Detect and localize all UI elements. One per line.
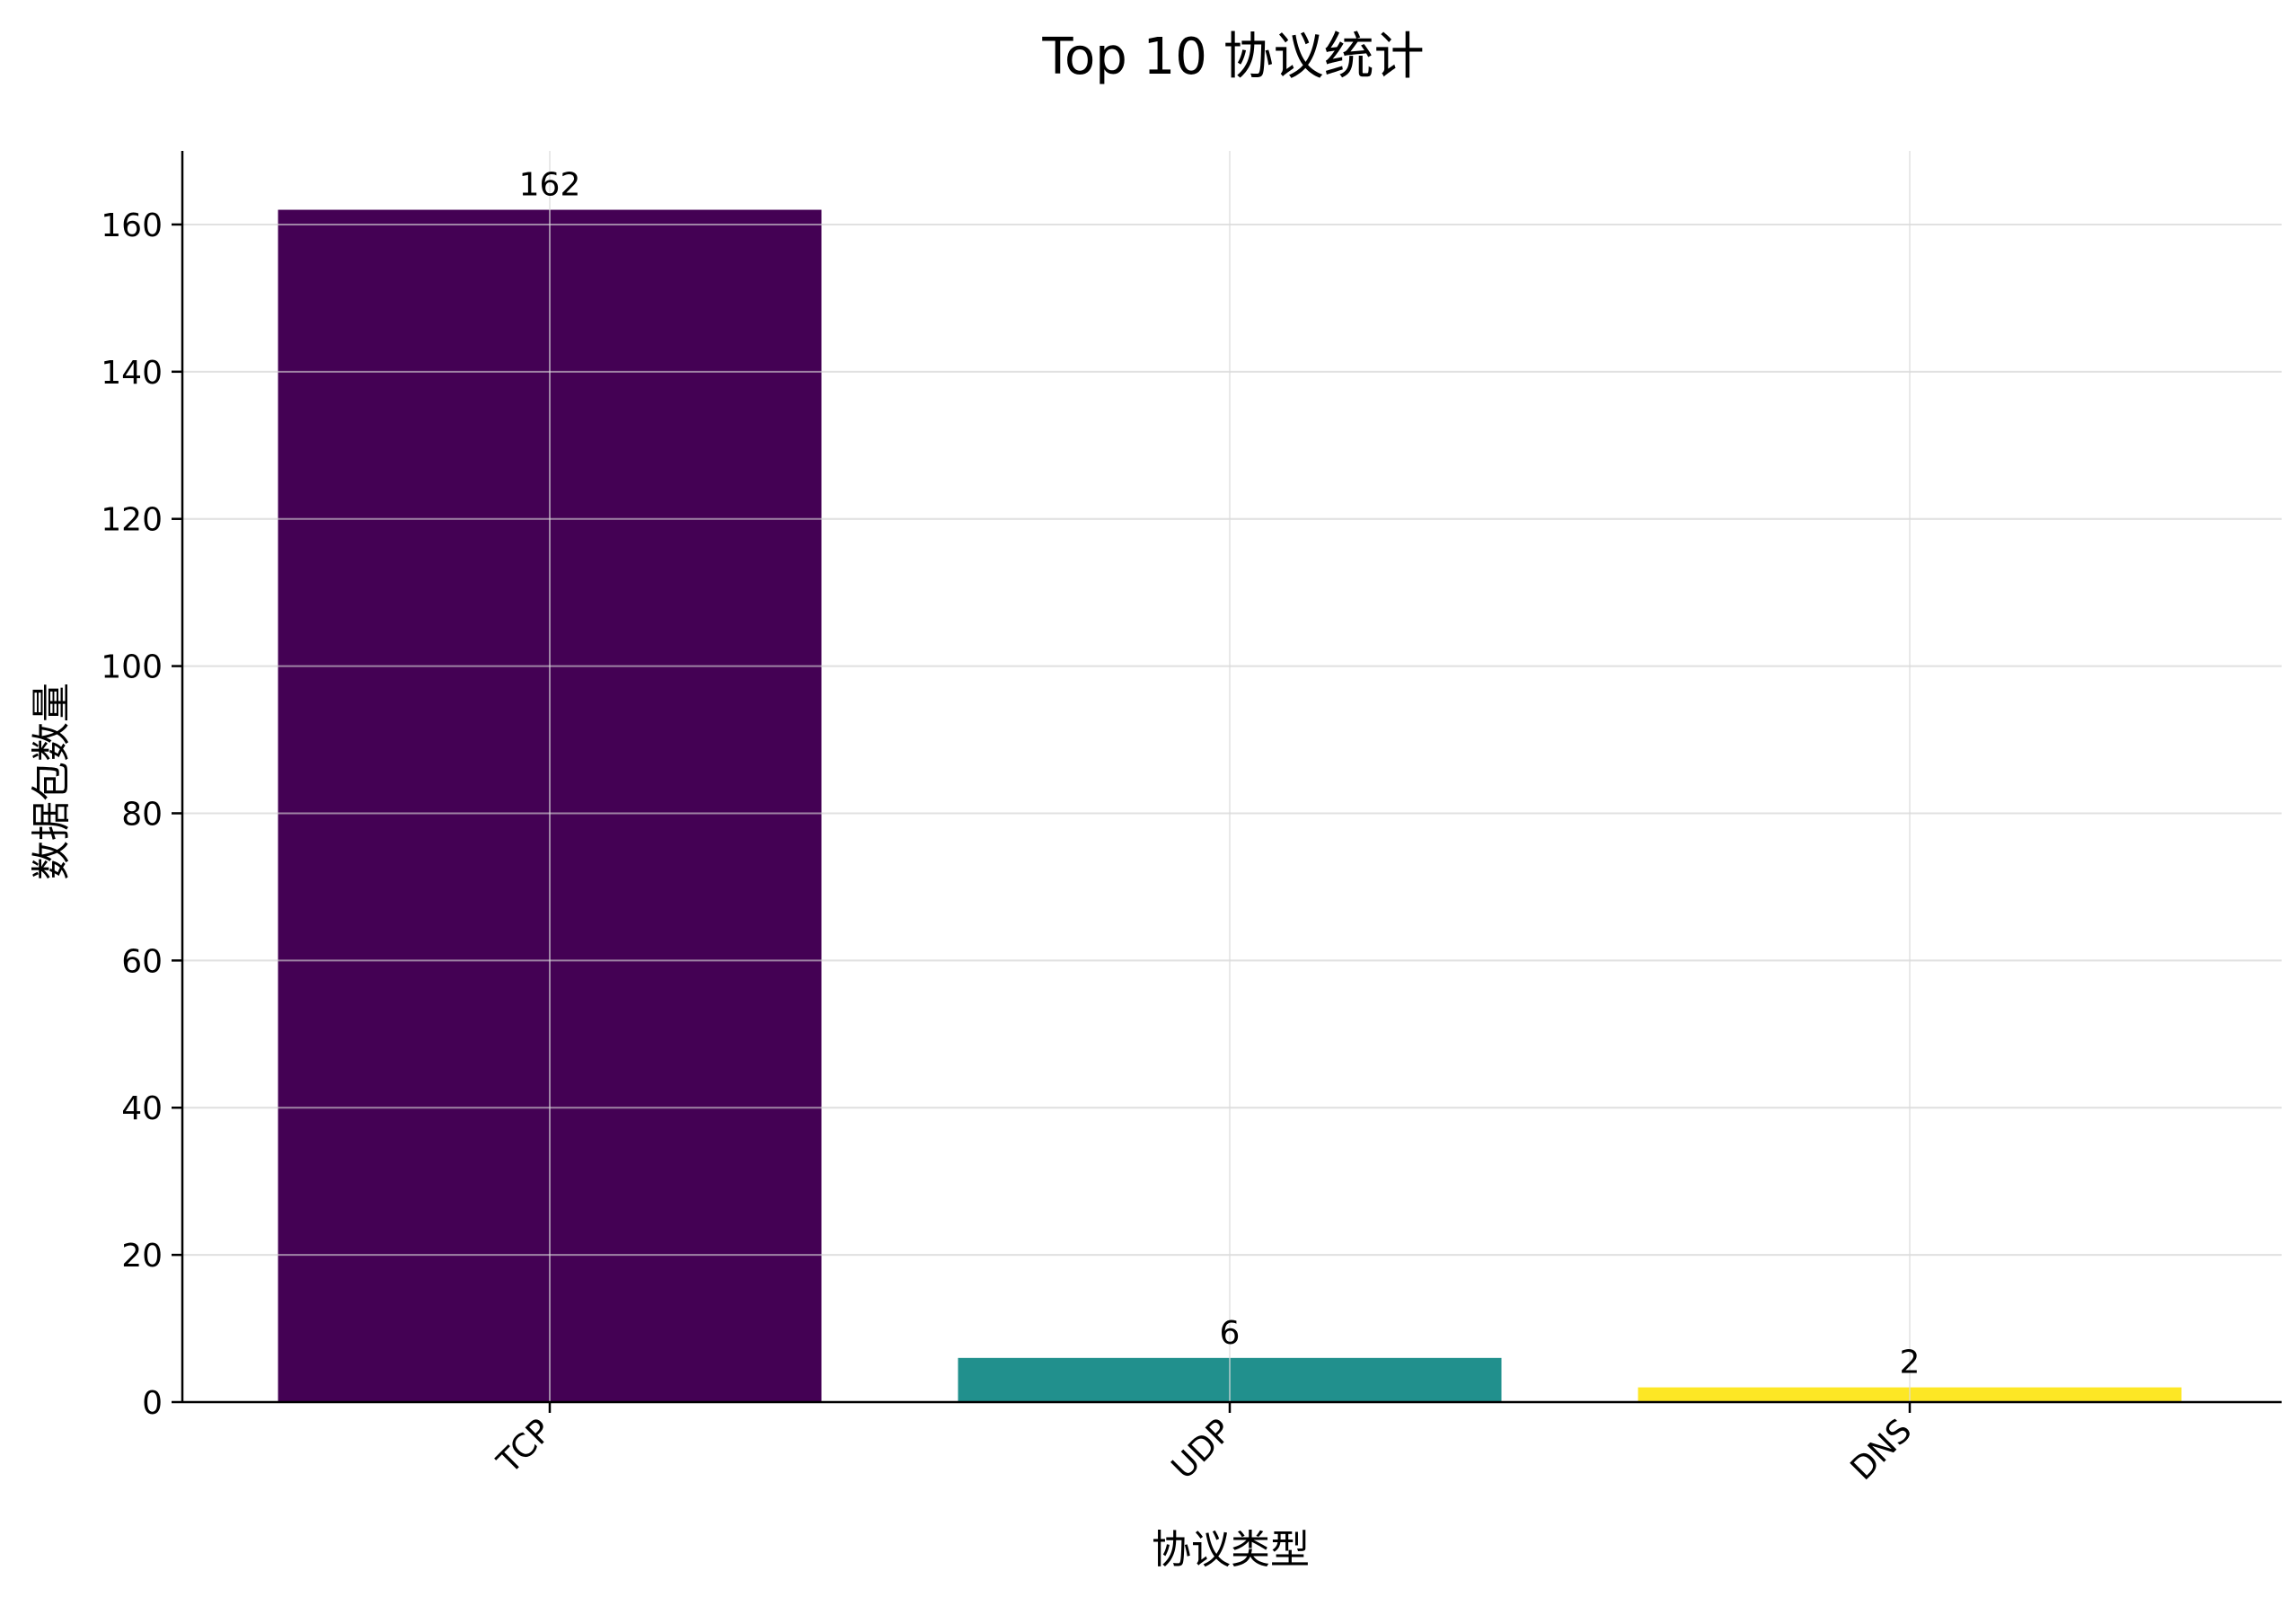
y-axis-label: 数据包数量 xyxy=(29,683,75,880)
y-tick-label: 40 xyxy=(121,1090,163,1127)
x-axis-label: 协议类型 xyxy=(1152,1527,1310,1573)
chart-title: Top 10 协议统计 xyxy=(1041,28,1424,86)
data-label-tcp: 162 xyxy=(519,167,581,204)
y-tick-label: 20 xyxy=(121,1238,163,1275)
data-labels: 162 6 2 xyxy=(519,167,1921,1381)
y-tick-label: 100 xyxy=(101,649,163,686)
y-tick-label: 120 xyxy=(101,502,163,539)
y-tick-label: 80 xyxy=(121,796,163,833)
x-tick-label-tcp: TCP xyxy=(490,1412,559,1481)
y-tick-label: 140 xyxy=(101,355,163,392)
y-ticks: 0 20 40 60 80 100 120 140 160 xyxy=(101,207,182,1422)
x-tick-label-udp: UDP xyxy=(1165,1412,1240,1487)
data-label-udp: 6 xyxy=(1220,1315,1241,1352)
x-tick-label-dns: DNS xyxy=(1844,1412,1920,1487)
y-tick-label: 160 xyxy=(101,207,163,244)
y-tick-label: 60 xyxy=(121,943,163,980)
x-ticks: TCP UDP DNS xyxy=(490,1402,1919,1487)
y-tick-label: 0 xyxy=(142,1385,163,1422)
axes-layer xyxy=(181,151,2282,1404)
data-label-dns: 2 xyxy=(1900,1345,1921,1381)
